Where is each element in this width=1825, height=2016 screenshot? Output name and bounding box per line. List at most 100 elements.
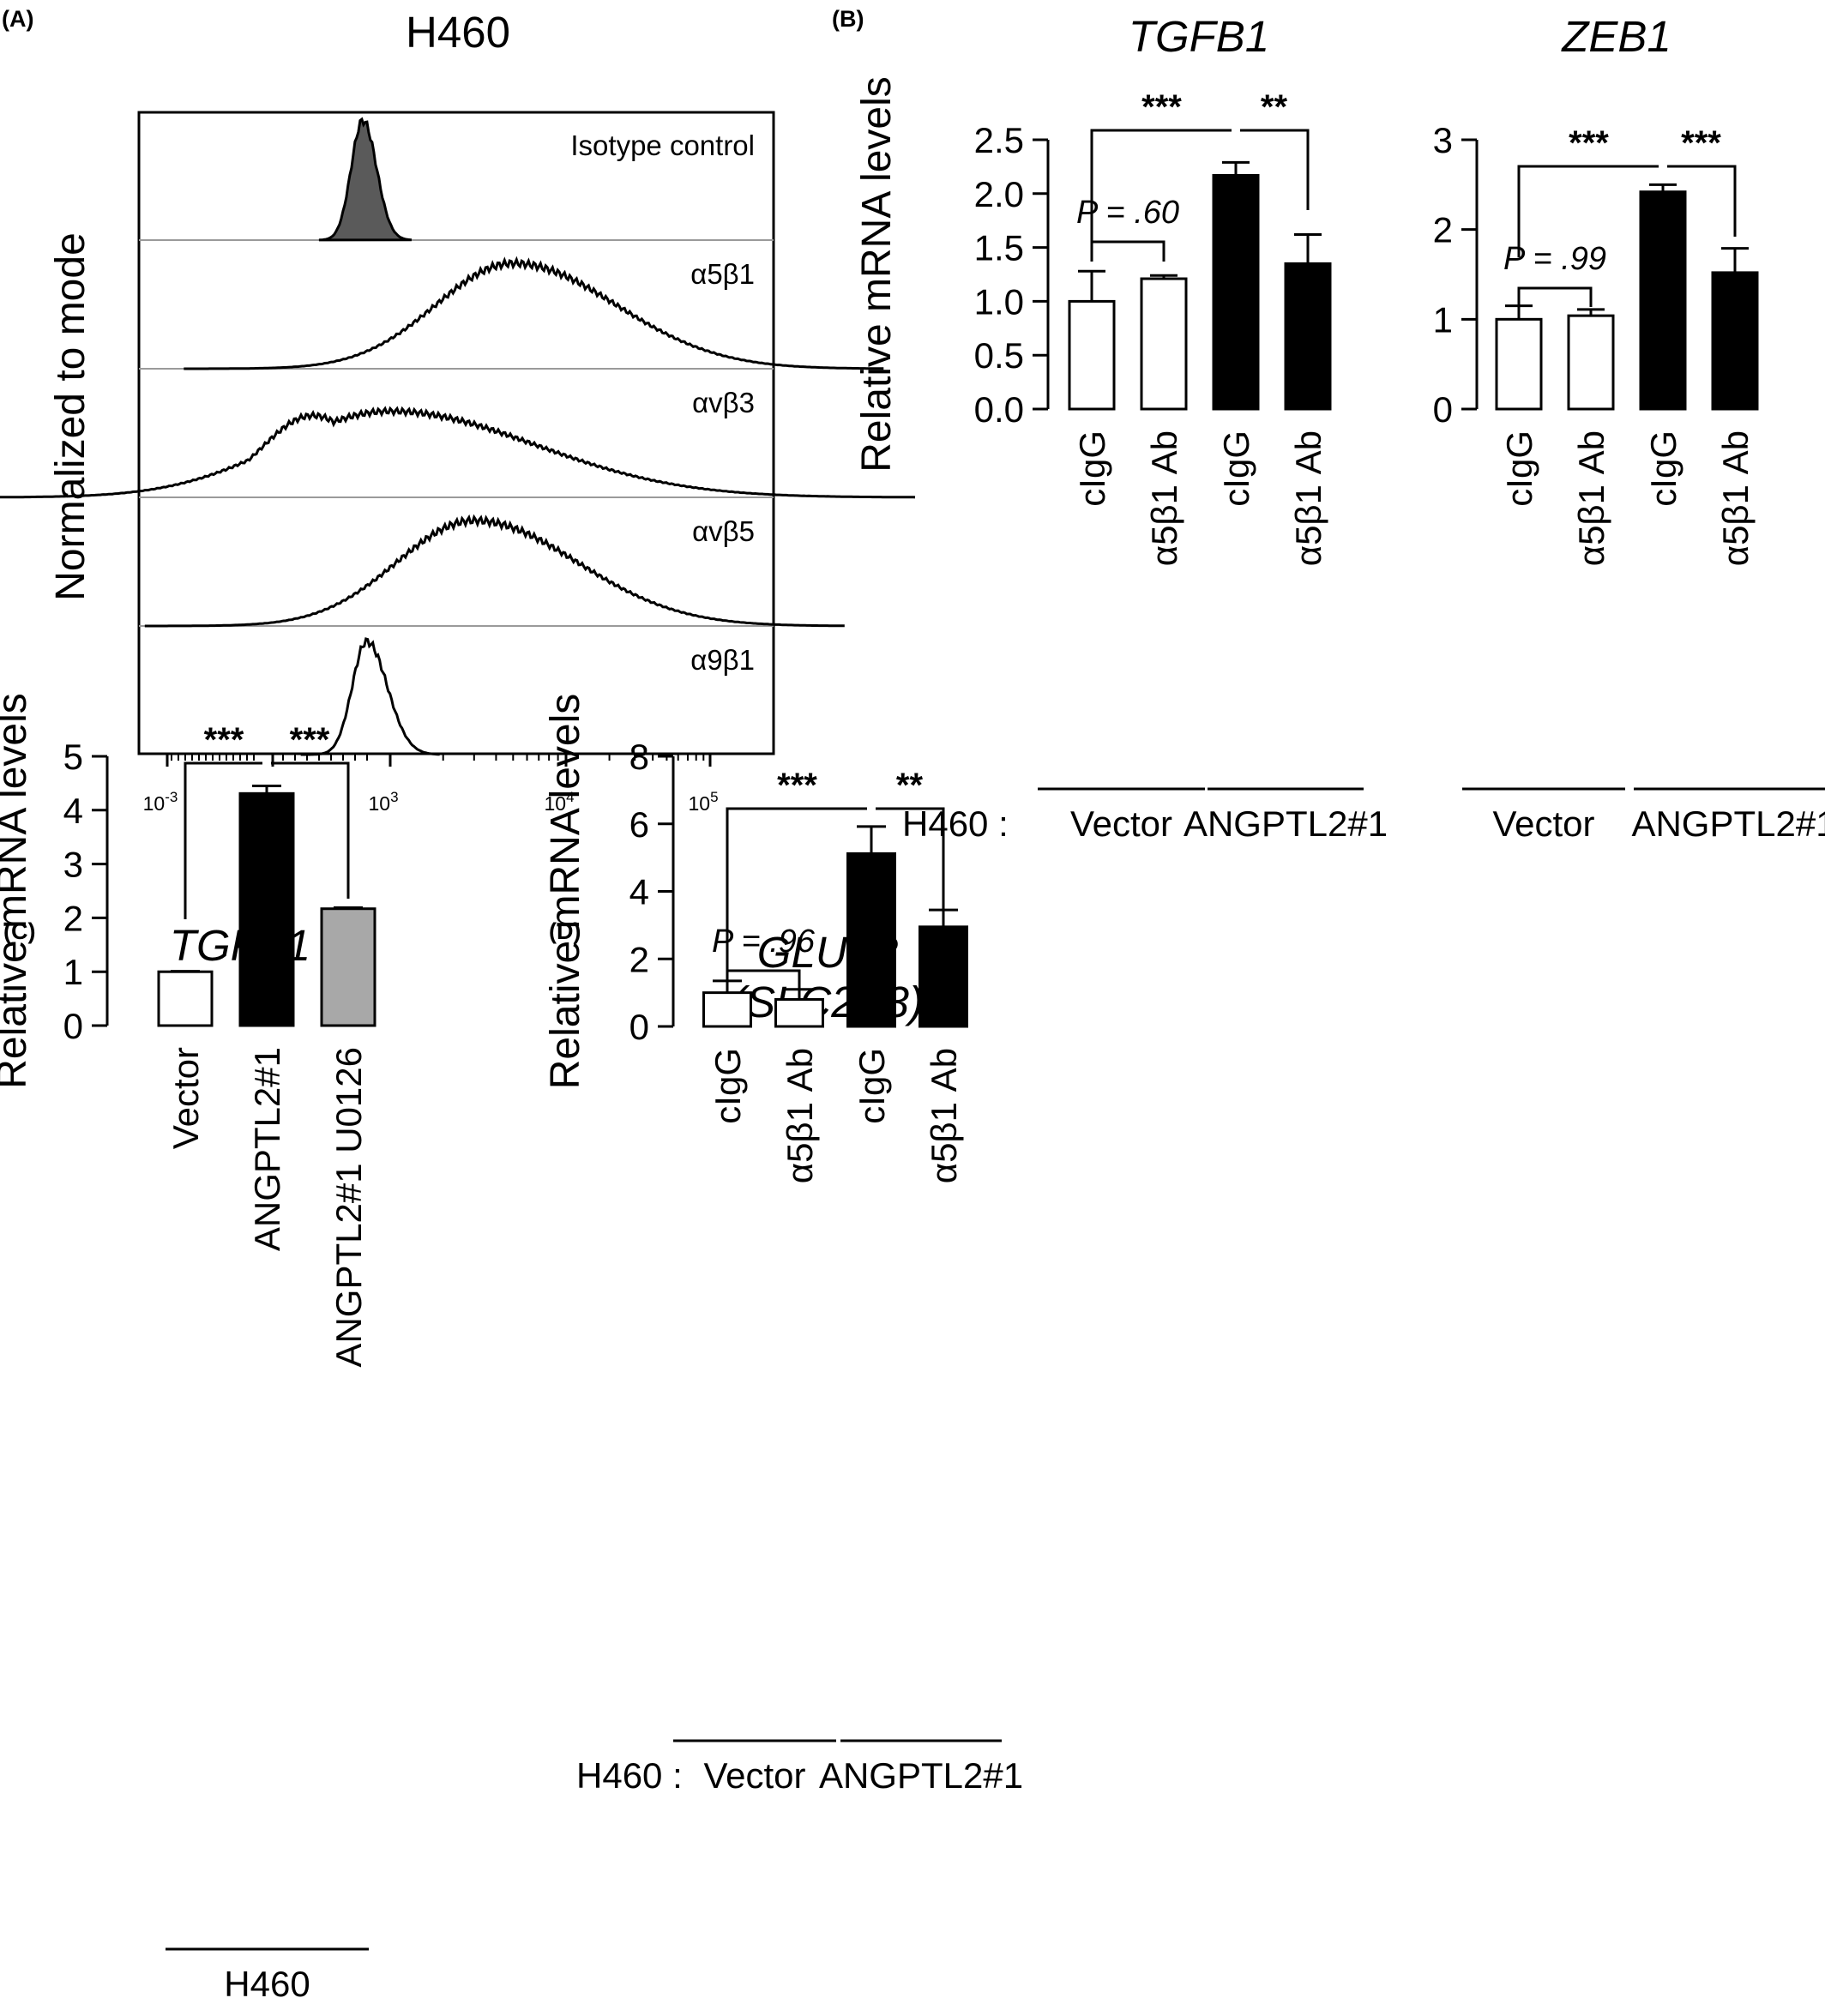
category-label: cIgG bbox=[1072, 430, 1112, 507]
bar bbox=[1639, 190, 1687, 411]
chart-glut3: GLUT3(SLC2A3)Relative mRNA levels 02468cI… bbox=[543, 694, 1023, 1796]
significance-stars: *** bbox=[1569, 124, 1609, 162]
category-label: ANGPTL2#1 bbox=[247, 1047, 287, 1251]
bar bbox=[702, 991, 752, 1028]
y-tick-label: 1.0 bbox=[974, 281, 1024, 322]
y-tick-label: 2 bbox=[1433, 210, 1453, 250]
category-label: α5β1 Ab bbox=[924, 1048, 964, 1183]
group-label: Vector bbox=[1492, 803, 1594, 844]
y-axis-label: Relative mRNA levels bbox=[0, 693, 35, 1088]
y-tick-label: 5 bbox=[63, 737, 83, 777]
histogram-row-label: Isotype control bbox=[570, 129, 755, 161]
histogram-curve bbox=[144, 514, 845, 628]
bar bbox=[1212, 173, 1260, 411]
panel-a-histogram: H460 Normalized to mode Isotype control α… bbox=[0, 8, 916, 815]
bar bbox=[320, 907, 376, 1027]
bar bbox=[157, 970, 214, 1027]
x-tick-exponent: 3 bbox=[390, 789, 398, 805]
significance-stars: *** bbox=[290, 721, 330, 759]
x-tick-exponent: -3 bbox=[165, 789, 178, 805]
chart-zeb1: ZEB1 0 1 2 3 cIgG α5β1 Ab cIgG α5β1 Ab *** *** P = … bbox=[1433, 12, 1825, 844]
x-tick-base: 10 bbox=[544, 792, 566, 815]
category-label: cIgG bbox=[1216, 430, 1256, 507]
group-label: ANGPTL2#1 bbox=[1631, 803, 1825, 844]
y-tick-label: 0 bbox=[63, 1006, 83, 1046]
category-label: cIgG bbox=[708, 1048, 748, 1124]
significance-stars: *** bbox=[777, 767, 817, 804]
group-label: ANGPTL2#1 bbox=[1184, 803, 1388, 844]
y-tick-label: 0.5 bbox=[974, 335, 1024, 376]
bar bbox=[1284, 262, 1332, 411]
chart-tgfb1-b: TGFB1 Relative mRNA levels 0.0 0.5 1.0 1.5 2.0… bbox=[854, 12, 1388, 844]
bar bbox=[1068, 299, 1116, 411]
significance-bracket bbox=[271, 761, 350, 899]
x-tick-label: 104 bbox=[544, 789, 574, 815]
histogram-row-label: αvβ5 bbox=[692, 515, 755, 547]
histogram-row-label: αvβ3 bbox=[692, 387, 755, 418]
histogram-curve bbox=[318, 117, 413, 242]
x-tick-label: 103 bbox=[368, 789, 398, 815]
category-label: Vector bbox=[166, 1047, 206, 1149]
significance-stars: *** bbox=[1141, 88, 1182, 126]
y-tick-label: 1 bbox=[1433, 299, 1453, 340]
category-label: cIgG bbox=[852, 1048, 892, 1124]
y-axis-label: Relative mRNA levels bbox=[854, 76, 900, 472]
y-tick-label: 2.5 bbox=[974, 120, 1024, 160]
category-label: cIgG bbox=[1643, 430, 1683, 507]
category-label: α5β1 Ab bbox=[780, 1048, 820, 1183]
y-tick-label: 0 bbox=[629, 1007, 649, 1047]
y-tick-label: 6 bbox=[629, 804, 649, 845]
bar bbox=[919, 925, 968, 1028]
p-value-label: P = .96 bbox=[712, 924, 816, 960]
panel-a-label: (A) bbox=[2, 6, 33, 32]
bar bbox=[1711, 271, 1759, 411]
bar bbox=[774, 998, 824, 1028]
chart-title: ZEB1 bbox=[1561, 12, 1671, 61]
significance-bracket bbox=[1667, 165, 1737, 237]
y-tick-label: 8 bbox=[629, 737, 649, 777]
histogram-row-label: α9β1 bbox=[690, 644, 755, 676]
category-label: α5β1 Ab bbox=[1715, 430, 1756, 566]
group-label: H460 bbox=[224, 1964, 310, 2004]
significance-bracket bbox=[876, 807, 945, 912]
significance-bracket bbox=[726, 807, 867, 984]
p-value-label: P = .99 bbox=[1503, 241, 1606, 277]
panel-b-label: (B) bbox=[832, 6, 864, 32]
group-prefix: H460 : bbox=[902, 803, 1009, 844]
y-tick-label: 2 bbox=[629, 939, 649, 979]
y-tick-label: 1 bbox=[63, 952, 83, 992]
panel-c-label: (C) bbox=[3, 918, 35, 944]
p-value-label: P = .60 bbox=[1076, 195, 1179, 231]
bar bbox=[238, 791, 295, 1027]
histogram-curve bbox=[300, 637, 440, 756]
x-tick-label: 10-3 bbox=[143, 789, 178, 815]
significance-bracket bbox=[1090, 240, 1165, 262]
y-tick-label: 2 bbox=[63, 898, 83, 938]
x-tick-base: 10 bbox=[143, 792, 166, 815]
group-prefix: H460 : bbox=[576, 1755, 683, 1796]
y-tick-label: 2.0 bbox=[974, 174, 1024, 214]
x-tick-base: 10 bbox=[688, 792, 710, 815]
significance-bracket bbox=[1517, 286, 1593, 307]
histogram-curve bbox=[184, 256, 884, 370]
panel-a-frame bbox=[137, 111, 775, 755]
significance-bracket bbox=[1517, 165, 1659, 257]
group-label: ANGPTL2#1 bbox=[819, 1755, 1023, 1796]
x-tick-label: 105 bbox=[688, 789, 718, 815]
y-tick-label: 1.5 bbox=[974, 228, 1024, 268]
significance-stars: *** bbox=[204, 721, 244, 759]
y-tick-label: 0.0 bbox=[974, 389, 1024, 430]
significance-stars: *** bbox=[1681, 124, 1721, 162]
panel-d-label: (D) bbox=[549, 918, 581, 944]
x-tick-exponent: 4 bbox=[566, 789, 574, 805]
bar bbox=[846, 852, 896, 1028]
significance-stars: ** bbox=[896, 767, 924, 804]
category-label: α5β1 Ab bbox=[1288, 430, 1328, 566]
x-tick-exponent: 5 bbox=[710, 789, 718, 805]
significance-stars: ** bbox=[1261, 88, 1288, 126]
panel-a-title: H460 bbox=[406, 8, 510, 57]
bar bbox=[1140, 277, 1188, 411]
category-label: cIgG bbox=[1499, 430, 1539, 507]
